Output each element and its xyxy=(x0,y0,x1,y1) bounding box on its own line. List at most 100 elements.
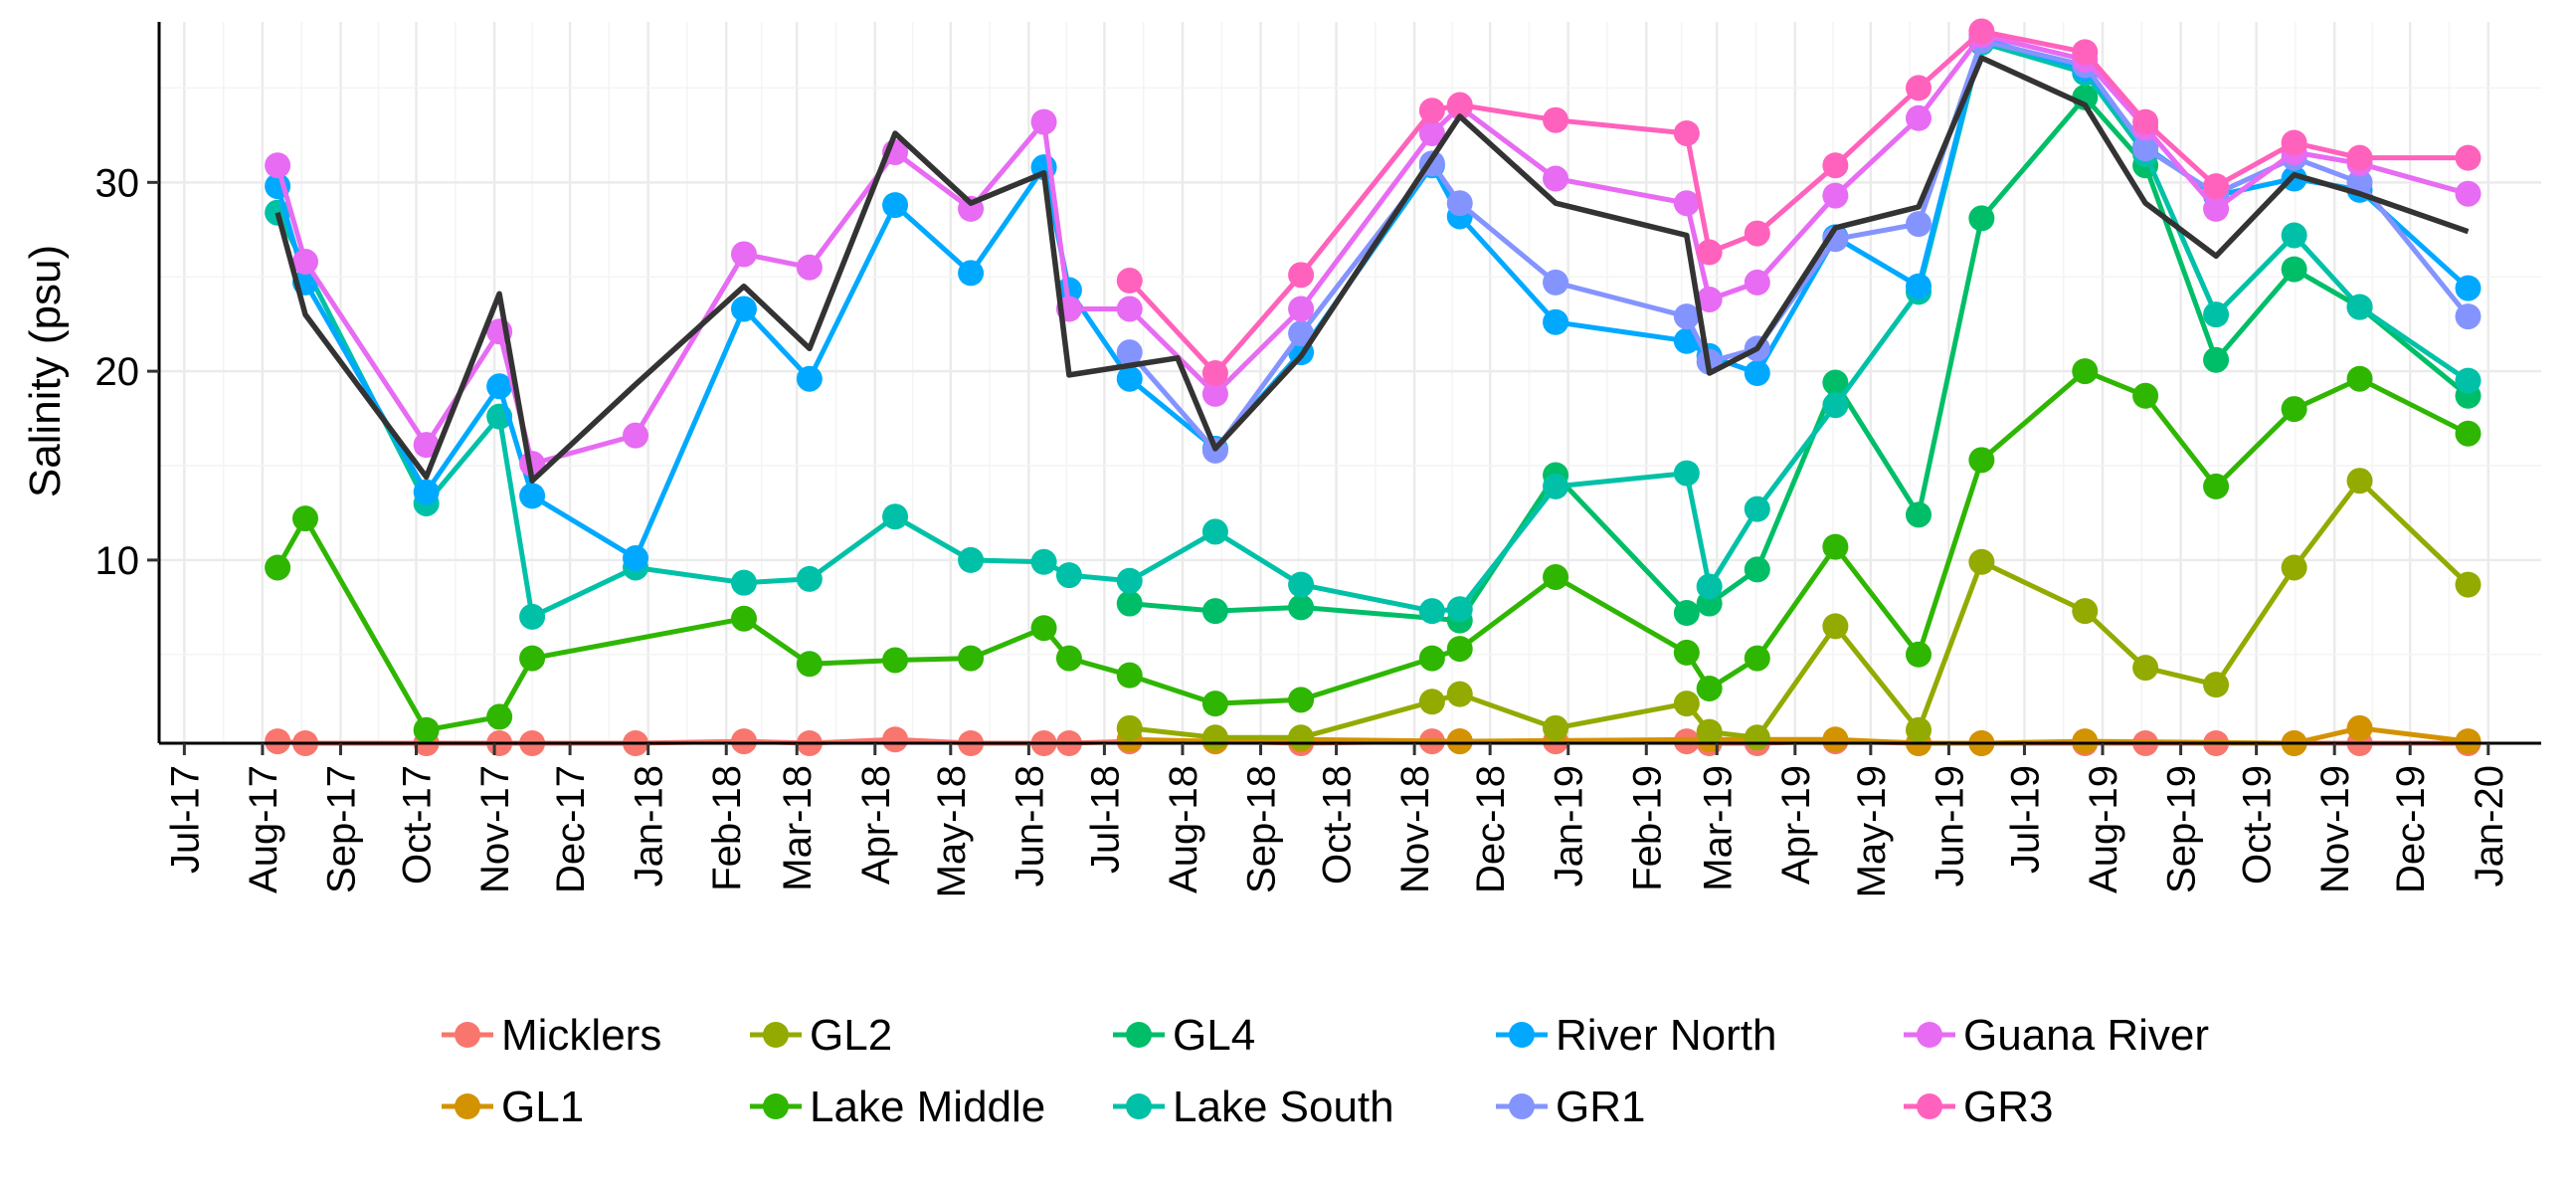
data-point xyxy=(958,260,985,287)
x-tick-label: Jan-19 xyxy=(1548,765,1591,887)
legend-label: Guana River xyxy=(1963,1011,2209,1060)
data-point xyxy=(1543,269,1569,296)
x-tick-label: Nov-18 xyxy=(1393,765,1437,893)
data-point xyxy=(1968,548,1995,575)
data-point xyxy=(2281,222,2307,249)
data-point xyxy=(1673,600,1700,627)
data-point xyxy=(1543,106,1569,133)
data-point xyxy=(1744,269,1770,296)
data-point xyxy=(1446,636,1473,663)
y-tick-label: 20 xyxy=(95,350,140,394)
series-line xyxy=(1127,29,2469,376)
data-point xyxy=(730,605,757,632)
data-point xyxy=(958,645,985,672)
data-point xyxy=(1055,277,1082,303)
data-point xyxy=(2203,301,2230,328)
data-point xyxy=(2203,195,2230,222)
grid-layer xyxy=(159,22,2541,743)
series-gr3 xyxy=(1116,18,2482,387)
data-point xyxy=(2346,144,2373,171)
data-point xyxy=(1288,687,1315,713)
data-point xyxy=(2203,672,2230,698)
data-point xyxy=(2072,39,2099,66)
data-point xyxy=(1906,273,1932,299)
legend-key-point xyxy=(1126,1093,1152,1119)
x-tick-label: Apr-19 xyxy=(1774,765,1818,885)
data-point xyxy=(730,569,757,596)
data-point xyxy=(2455,571,2482,598)
legend-key-point xyxy=(763,1022,789,1048)
legend-item-lake-south: Lake South xyxy=(1113,1083,1394,1131)
legend-label: Lake Middle xyxy=(810,1083,1045,1131)
data-point xyxy=(1822,533,1849,560)
data-point xyxy=(882,647,909,674)
data-point xyxy=(730,241,757,268)
legend-label: Lake South xyxy=(1173,1083,1394,1131)
legend-item-gl1: GL1 xyxy=(442,1083,584,1131)
data-point xyxy=(1906,716,1932,743)
data-point xyxy=(1744,360,1770,387)
data-point xyxy=(796,651,823,678)
data-point xyxy=(1288,320,1315,347)
data-point xyxy=(2281,396,2307,423)
data-point xyxy=(1906,75,1932,101)
data-point xyxy=(1673,460,1700,487)
x-tick-label: May-19 xyxy=(1850,765,1894,897)
data-point xyxy=(2346,468,2373,495)
y-axis-title: Salinity (psu) xyxy=(21,245,70,497)
legend-key-point xyxy=(455,1022,480,1048)
data-point xyxy=(1906,211,1932,238)
data-point xyxy=(1055,562,1082,589)
legend-key-point xyxy=(1509,1093,1535,1119)
data-point xyxy=(1822,726,1849,753)
data-point xyxy=(1116,567,1143,594)
data-point xyxy=(2132,655,2159,682)
data-point xyxy=(1201,518,1228,545)
legend-key-point xyxy=(1917,1093,1942,1119)
legend-item-gr3: GR3 xyxy=(1904,1083,2053,1131)
x-tick-label: Jan-18 xyxy=(628,765,671,887)
data-point xyxy=(1030,548,1057,575)
x-tick-label: Sep-19 xyxy=(2160,765,2204,893)
data-point xyxy=(2346,169,2373,196)
legend: Micklers GL1 GL2 Lake Middle GL4 Lake South Ri… xyxy=(442,1011,2209,1131)
data-point xyxy=(2132,108,2159,135)
data-point xyxy=(796,254,823,281)
series-lake-middle xyxy=(265,358,2482,743)
data-point xyxy=(882,192,909,219)
data-point xyxy=(1201,598,1228,625)
data-point xyxy=(1822,392,1849,419)
data-point xyxy=(1446,596,1473,623)
series-layer xyxy=(265,18,2482,756)
data-point xyxy=(1201,724,1228,751)
data-point xyxy=(2203,173,2230,200)
data-point xyxy=(2072,598,2099,625)
data-point xyxy=(882,726,909,753)
legend-key-point xyxy=(455,1093,480,1119)
data-point xyxy=(1968,447,1995,474)
data-point xyxy=(1446,681,1473,707)
data-point xyxy=(1906,104,1932,131)
data-point xyxy=(1418,645,1445,672)
data-point xyxy=(1116,714,1143,741)
y-tick-label: 30 xyxy=(95,161,140,205)
data-point xyxy=(623,545,648,572)
x-tick-label: Nov-17 xyxy=(473,765,517,893)
data-point xyxy=(882,503,909,530)
x-tick-label: Mar-18 xyxy=(776,765,820,891)
data-point xyxy=(413,479,440,505)
x-tick-label: Apr-18 xyxy=(854,765,898,885)
data-point xyxy=(1744,495,1770,522)
data-point xyxy=(1116,365,1143,392)
data-point xyxy=(1030,108,1057,135)
data-point xyxy=(2455,180,2482,207)
data-point xyxy=(1744,220,1770,247)
data-point xyxy=(2455,303,2482,330)
data-point xyxy=(1696,675,1723,701)
data-point xyxy=(1543,714,1569,741)
legend-item-micklers: Micklers xyxy=(442,1011,661,1060)
data-point xyxy=(2455,144,2482,171)
data-point xyxy=(1055,645,1082,672)
data-point xyxy=(1201,691,1228,717)
